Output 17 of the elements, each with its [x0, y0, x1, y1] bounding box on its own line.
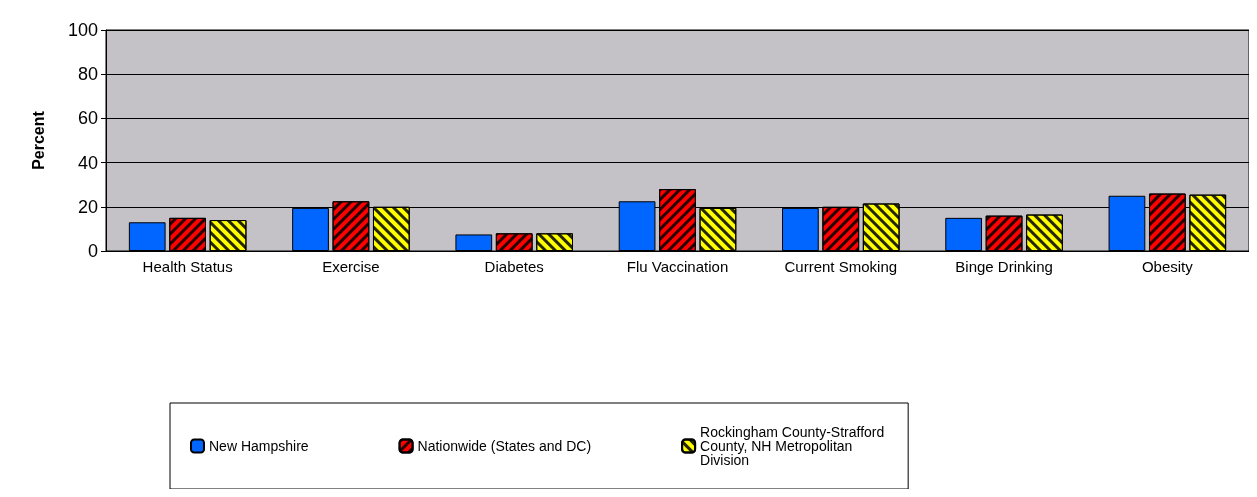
x-tick-label: Exercise: [322, 258, 380, 275]
y-tick-label: 100: [67, 20, 98, 40]
x-tick-label: Health Status: [142, 258, 233, 275]
y-axis-title: Percent: [29, 110, 47, 170]
legend-label: New Hampshire: [209, 438, 309, 454]
y-tick-label: 0: [87, 241, 98, 261]
x-tick-label: Diabetes: [484, 258, 544, 275]
x-tick-label: Binge Drinking: [955, 258, 1053, 275]
legend-label: Nationwide (States and DC): [417, 438, 592, 454]
y-tick-label: 40: [77, 152, 98, 173]
y-tick-label: 60: [77, 108, 98, 129]
y-tick-label: 80: [77, 64, 98, 85]
x-tick-label: Flu Vaccination: [626, 258, 729, 275]
x-tick-label: Obesity: [1141, 258, 1194, 275]
y-tick-label: 20: [77, 196, 98, 217]
legend-label: Rockingham County-Strafford County, NH Metropolitan Division: [700, 424, 889, 468]
x-tick-label: Current Smoking: [784, 258, 898, 275]
